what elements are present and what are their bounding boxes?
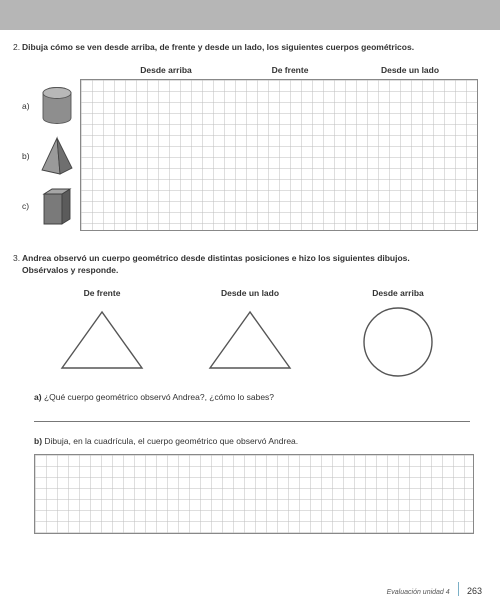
q3-prompt-line1: Andrea observó un cuerpo geométrico desd…: [22, 253, 410, 263]
q3-view-side: Desde un lado: [190, 288, 310, 378]
footer-divider: [458, 582, 459, 596]
q3-number: 3.: [13, 253, 20, 264]
q3-a-text: ¿Qué cuerpo geométrico observó Andrea?, …: [44, 392, 274, 402]
q2-prompt: 2. Dibuja cómo se ven desde arriba, de f…: [22, 42, 478, 53]
q2-column-headers: Desde arriba De frente Desde un lado: [22, 65, 478, 75]
q2-header-front: De frente: [230, 65, 350, 75]
q3-view-top: Desde arriba: [338, 288, 458, 378]
q3-view-side-label: Desde un lado: [221, 288, 279, 298]
q2-header-top: Desde arriba: [102, 65, 230, 75]
q2-item-b-label: b): [22, 151, 36, 161]
footer-unit: Evaluación unidad 4: [387, 589, 450, 596]
q2-prompt-text: Dibuja cómo se ven desde arriba, de fren…: [22, 42, 414, 52]
page-top-band: [0, 0, 500, 30]
q3-view-front-label: De frente: [84, 288, 121, 298]
q2-answer-grid: [80, 79, 478, 231]
triangle-icon: [202, 306, 298, 374]
q3-views-row: De frente Desde un lado Desde arriba: [28, 288, 472, 378]
q3-subquestion-a: a) ¿Qué cuerpo geométrico observó Andrea…: [34, 392, 478, 402]
pyramid-icon: [36, 133, 78, 179]
q3-a-label: a): [34, 392, 42, 402]
rectangular-prism-icon: [36, 183, 78, 229]
q2-figures-column: a) b) c): [22, 79, 80, 231]
q3-prompt: 3. Andrea observó un cuerpo geométrico d…: [22, 253, 478, 276]
q3-answer-grid: [34, 454, 474, 534]
q2-item-c-label: c): [22, 201, 36, 211]
circle-icon: [358, 306, 438, 378]
triangle-icon: [54, 306, 150, 374]
q3-view-front: De frente: [42, 288, 162, 378]
page-footer: Evaluación unidad 4 263: [387, 582, 482, 596]
q3-prompt-line2: Obsérvalos y responde.: [22, 265, 118, 275]
q3-subquestion-b: b) Dibuja, en la cuadrícula, el cuerpo g…: [34, 436, 478, 446]
q3-b-label: b): [34, 436, 42, 446]
q2-header-side: Desde un lado: [350, 65, 470, 75]
q2-number: 2.: [13, 42, 20, 53]
cylinder-icon: [36, 83, 78, 129]
footer-page-number: 263: [467, 586, 482, 596]
q3-a-answer-line: [34, 408, 470, 422]
q3-b-text: Dibuja, en la cuadrícula, el cuerpo geom…: [44, 436, 298, 446]
q2-item-a-label: a): [22, 101, 36, 111]
q3-view-top-label: Desde arriba: [372, 288, 424, 298]
